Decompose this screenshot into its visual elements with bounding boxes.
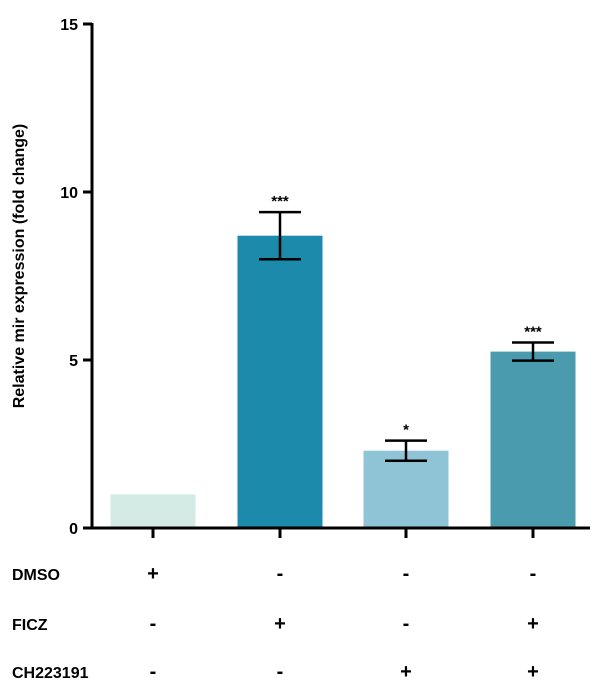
condition-minus: - bbox=[277, 661, 284, 683]
condition-minus: - bbox=[277, 563, 284, 585]
condition-minus: - bbox=[150, 613, 157, 635]
condition-minus: - bbox=[403, 613, 410, 635]
axes bbox=[90, 23, 590, 530]
bars bbox=[110, 235, 576, 528]
y-tick-label: 0 bbox=[69, 521, 78, 538]
condition-label: FICZ bbox=[12, 617, 48, 634]
significance-label: * bbox=[403, 422, 409, 439]
condition-plus: + bbox=[527, 613, 539, 635]
error-bars bbox=[259, 210, 554, 463]
condition-plus: + bbox=[147, 563, 159, 585]
condition-plus: + bbox=[400, 661, 412, 683]
bar bbox=[490, 351, 576, 528]
significance-markers: ******* bbox=[271, 193, 542, 438]
condition-table: DMSO + - - - FICZ - + - + CH223191 - - + + bbox=[12, 563, 539, 683]
y-ticks: 0 5 10 15 bbox=[60, 17, 535, 538]
condition-minus: - bbox=[150, 661, 157, 683]
y-tick-label: 10 bbox=[60, 185, 78, 202]
condition-label: DMSO bbox=[12, 567, 60, 584]
condition-plus: + bbox=[527, 661, 539, 683]
y-axis-title: Relative mir expression (fold change) bbox=[11, 124, 28, 409]
condition-plus: + bbox=[274, 613, 286, 635]
bar bbox=[110, 494, 196, 528]
significance-label: *** bbox=[524, 324, 542, 341]
condition-label: CH223191 bbox=[12, 665, 89, 682]
y-tick-label: 5 bbox=[69, 353, 78, 370]
bar bbox=[363, 450, 449, 528]
y-tick-label: 15 bbox=[60, 17, 78, 34]
condition-minus: - bbox=[530, 563, 537, 585]
condition-minus: - bbox=[403, 563, 410, 585]
bar bbox=[237, 235, 323, 528]
significance-label: *** bbox=[271, 193, 289, 210]
